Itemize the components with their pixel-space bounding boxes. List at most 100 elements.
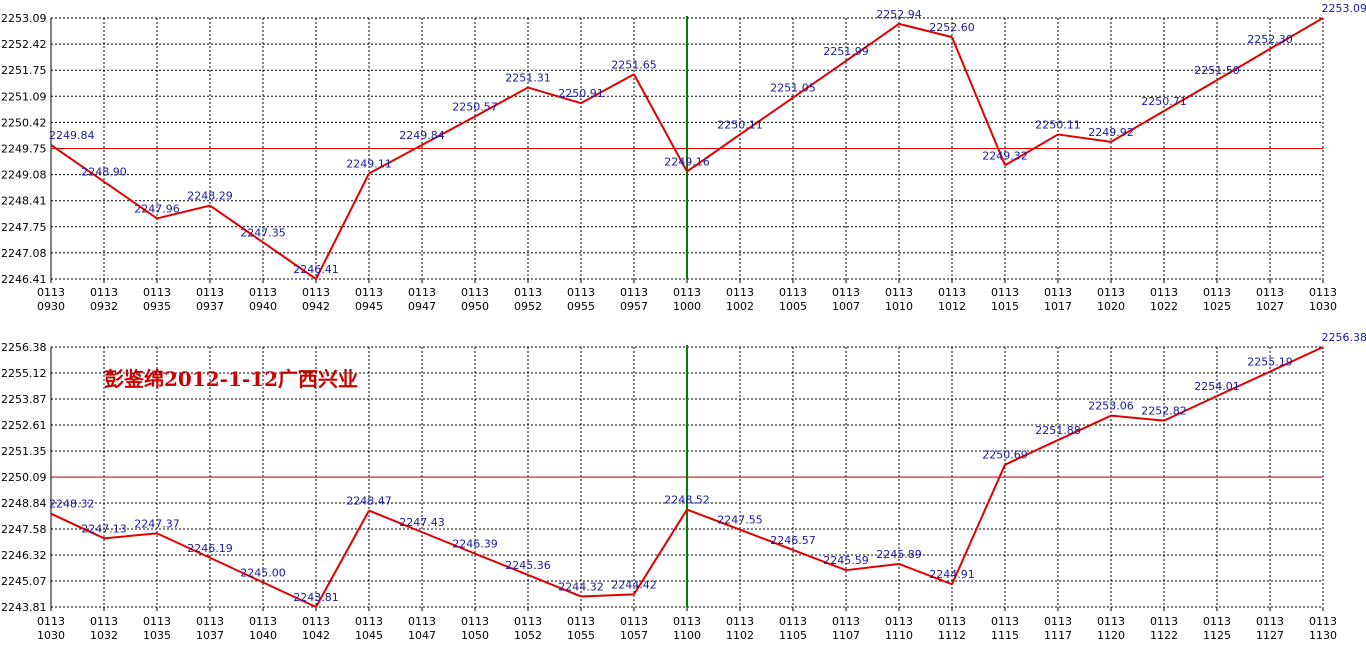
- data-label: 2248.52: [664, 494, 710, 507]
- data-label: 2247.13: [81, 522, 127, 535]
- series-line-segment: [315, 510, 370, 608]
- x-tick-time: 1030: [37, 629, 65, 642]
- y-tick-label: 2248.84: [1, 497, 47, 510]
- x-tick-date: 0113: [1150, 615, 1178, 628]
- series-line-segment: [633, 73, 688, 173]
- x-tick-time: 1102: [726, 629, 754, 642]
- x-tick-date: 0113: [302, 615, 330, 628]
- data-label: 2249.84: [49, 129, 95, 142]
- x-tick-date: 0113: [885, 615, 913, 628]
- data-label: 2250.71: [1141, 95, 1187, 108]
- x-tick-date: 0113: [37, 286, 65, 299]
- x-tick-time: 0942: [302, 300, 330, 313]
- data-label: 2247.43: [399, 516, 445, 529]
- data-label: 2245.00: [240, 566, 286, 579]
- data-label: 2256.38: [1322, 331, 1366, 344]
- series-line-segment: [739, 528, 794, 551]
- x-tick-time: 1025: [1203, 300, 1231, 313]
- data-label: 2246.57: [770, 534, 816, 547]
- y-tick-label: 2249.75: [1, 143, 47, 156]
- x-tick-date: 0113: [461, 286, 489, 299]
- x-tick-date: 0113: [1256, 615, 1284, 628]
- data-label: 2253.09: [1322, 2, 1366, 15]
- x-tick-time: 0930: [37, 300, 65, 313]
- series-line-segment: [1004, 133, 1059, 167]
- y-tick-label: 2249.08: [1, 169, 47, 182]
- data-label: 2249.16: [664, 156, 710, 169]
- x-tick-time: 1125: [1203, 629, 1231, 642]
- x-tick-date: 0113: [143, 615, 171, 628]
- x-tick-date: 0113: [779, 286, 807, 299]
- x-tick-time: 1002: [726, 300, 754, 313]
- x-tick-date: 0113: [567, 615, 595, 628]
- series-line-segment: [209, 556, 264, 584]
- x-tick-date: 0113: [938, 615, 966, 628]
- y-tick-label: 2247.08: [1, 247, 47, 260]
- data-label: 2248.90: [81, 166, 127, 179]
- data-label: 2243.81: [293, 591, 339, 604]
- x-tick-time: 1052: [514, 629, 542, 642]
- data-label: 2253.06: [1088, 400, 1134, 413]
- x-tick-time: 1105: [779, 629, 807, 642]
- data-label: 2252.30: [1247, 33, 1293, 46]
- x-tick-time: 1045: [355, 629, 383, 642]
- x-tick-time: 1037: [196, 629, 224, 642]
- x-tick-date: 0113: [885, 286, 913, 299]
- data-label: 2247.55: [717, 514, 763, 527]
- series-line-segment: [1110, 414, 1165, 422]
- series-line-segment: [368, 144, 423, 175]
- x-tick-time: 1100: [673, 629, 701, 642]
- series-line-segment: [50, 512, 105, 540]
- x-tick-time: 1012: [938, 300, 966, 313]
- x-tick-date: 0113: [90, 615, 118, 628]
- series-line-segment: [898, 563, 953, 586]
- x-tick-date: 0113: [832, 615, 860, 628]
- data-label: 2250.57: [452, 100, 498, 113]
- data-label: 2249.92: [1088, 126, 1134, 139]
- x-tick-time: 1117: [1044, 629, 1072, 642]
- x-tick-date: 0113: [1256, 286, 1284, 299]
- y-tick-label: 2247.58: [1, 523, 47, 536]
- series-line-segment: [262, 581, 317, 608]
- data-label: 2252.82: [1141, 405, 1187, 418]
- x-tick-date: 0113: [249, 286, 277, 299]
- x-tick-date: 0113: [249, 615, 277, 628]
- series-line-segment: [474, 552, 529, 576]
- data-label: 2248.47: [346, 495, 392, 508]
- x-tick-date: 0113: [673, 286, 701, 299]
- series-line-segment: [1216, 48, 1271, 81]
- x-tick-time: 1122: [1150, 629, 1178, 642]
- chart-annotation: 彭鉴绵2012-1-12广西兴业: [104, 367, 358, 391]
- x-tick-time: 1057: [620, 629, 648, 642]
- series-line-segment: [792, 60, 847, 99]
- y-tick-label: 2253.87: [1, 393, 47, 406]
- data-label: 2246.19: [187, 542, 233, 555]
- data-label: 2249.11: [346, 158, 392, 171]
- x-tick-time: 0937: [196, 300, 224, 313]
- series-line-segment: [1004, 439, 1059, 466]
- x-tick-date: 0113: [1309, 286, 1337, 299]
- y-tick-label: 2246.32: [1, 549, 47, 562]
- x-tick-time: 1120: [1097, 629, 1125, 642]
- series-line-segment: [1057, 414, 1112, 441]
- data-label: 2251.05: [770, 82, 816, 95]
- y-tick-label: 2245.07: [1, 575, 47, 588]
- x-tick-date: 0113: [1044, 286, 1072, 299]
- data-label: 2250.11: [717, 118, 763, 131]
- series-line-segment: [898, 22, 953, 39]
- y-tick-label: 2247.75: [1, 221, 47, 234]
- series-line-segment: [633, 509, 688, 595]
- x-tick-date: 0113: [620, 615, 648, 628]
- y-tick-label: 2246.41: [1, 273, 47, 286]
- series-line-segment: [527, 574, 582, 598]
- x-tick-date: 0113: [779, 615, 807, 628]
- series-line-segment: [156, 532, 211, 559]
- x-tick-time: 1017: [1044, 300, 1072, 313]
- x-tick-time: 1050: [461, 629, 489, 642]
- x-tick-time: 1007: [832, 300, 860, 313]
- data-label: 2251.50: [1194, 64, 1240, 77]
- x-tick-date: 0113: [355, 286, 383, 299]
- x-tick-time: 0935: [143, 300, 171, 313]
- x-tick-date: 0113: [514, 286, 542, 299]
- data-label: 2247.37: [134, 517, 180, 530]
